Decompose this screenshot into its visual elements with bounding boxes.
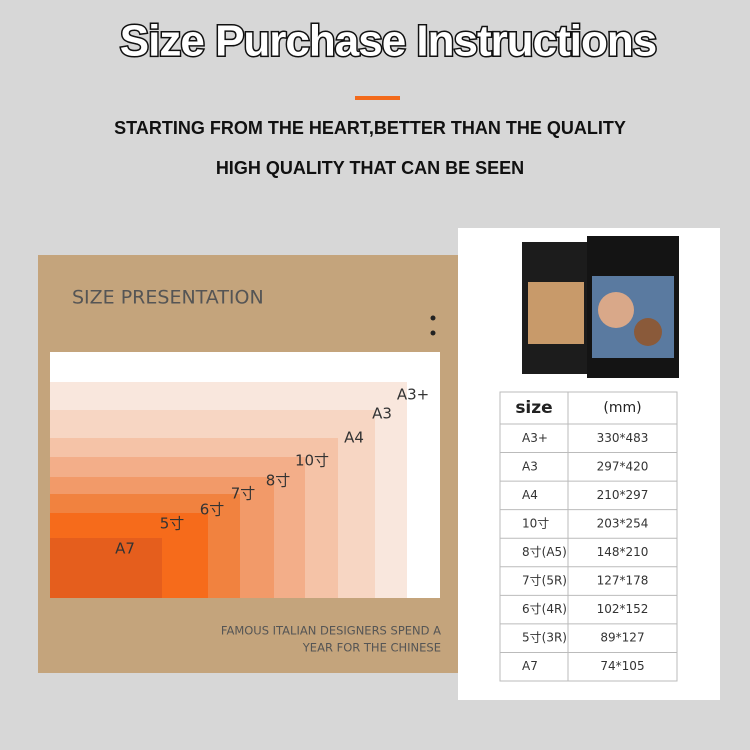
table-cell: 8寸(A5) [522,545,567,559]
table-cell: 297*420 [597,459,649,473]
table-border [499,391,678,682]
page-title: Size Purchase Instructions [120,17,656,66]
dot [430,315,436,321]
box-photo-face [598,292,634,328]
size-label: 8寸 [266,472,291,490]
table-header: size [515,398,552,418]
size-label: 5寸 [160,515,185,533]
size-label: A4 [344,429,364,447]
table-cell: 102*152 [597,602,649,616]
table-cell: 210*297 [597,488,649,502]
table-cell: 89*127 [600,631,644,645]
dot [430,330,436,336]
table-header: (mm) [603,400,641,416]
table-cell: 10寸 [522,516,549,530]
accent-bar [355,96,400,100]
table-cell: A3 [522,459,538,473]
table-cell: 6寸(4R) [522,602,567,616]
size-label: 10寸 [295,452,329,470]
table-cell: A7 [522,659,538,673]
size-label: A3 [372,405,392,423]
panel-title: SIZE PRESENTATION [72,287,264,309]
table-cell: 74*105 [600,659,644,673]
subtitle: STARTING FROM THE HEART,BETTER THAN THE … [114,118,626,138]
product-photo [522,236,679,378]
table-cell: 7寸(5R) [522,574,567,588]
table-cell: 5寸(3R) [522,631,567,645]
table-cell: 148*210 [597,545,649,559]
size-label: A7 [115,540,135,558]
box-photo [528,282,584,344]
caption: FAMOUS ITALIAN DESIGNERS SPEND A [221,624,441,638]
subtitle: HIGH QUALITY THAT CAN BE SEEN [216,158,524,178]
table-cell: A3+ [522,431,548,445]
table-cell: 127*178 [597,574,649,588]
size-label: A3+ [397,386,429,404]
size-table: size (mm) A3+ 330*483 A3 297*420 A4 210*297 10寸 2… [499,391,678,682]
size-rect [50,538,162,598]
caption: YEAR FOR THE CHINESE [302,641,441,655]
table-cell: 203*254 [597,516,649,530]
table-cell: 330*483 [597,431,649,445]
size-label: 6寸 [200,501,225,519]
size-label: 7寸 [231,485,256,503]
table-cell: A4 [522,488,538,502]
box-photo-bear [634,318,662,346]
